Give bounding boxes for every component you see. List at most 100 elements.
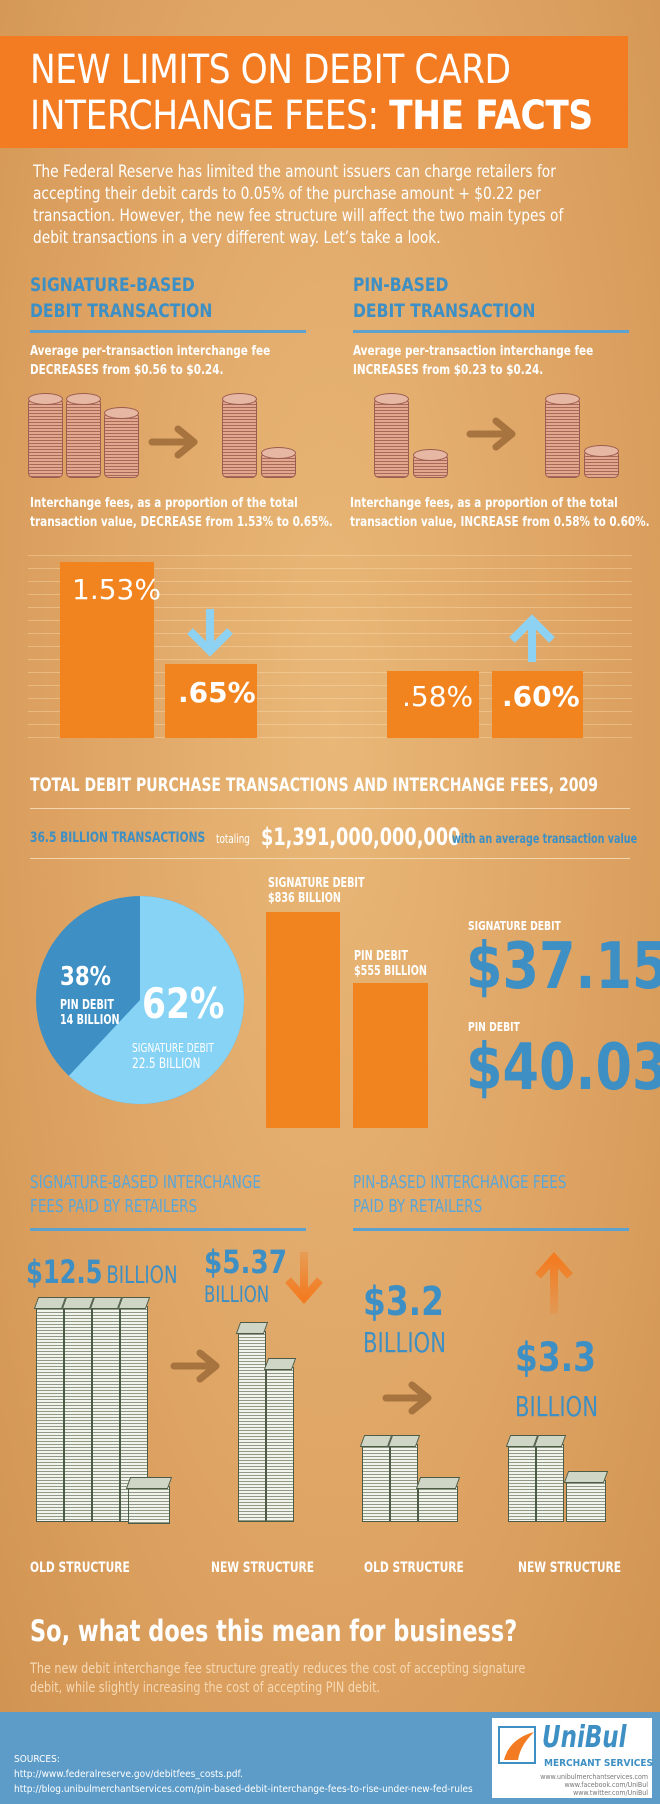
totals-rule-top: [30, 808, 630, 809]
money-stack: [536, 1444, 564, 1522]
signature-retailer-rule: [30, 1228, 306, 1231]
total-amount: $1,391,000,000,000: [261, 823, 461, 851]
signature-volume-label-line1: SIGNATURE DEBIT: [268, 876, 365, 891]
transactions-pie-chart: [36, 896, 244, 1104]
money-stack: [362, 1444, 390, 1522]
pin-old-structure-label: OLD STRUCTURE: [364, 1560, 464, 1576]
pin-old-fee-unit: BILLION: [363, 1326, 447, 1359]
totals-heading: TOTAL DEBIT PURCHASE TRANSACTIONS AND IN…: [30, 774, 599, 796]
avg-pin-value: $40.03: [466, 1031, 660, 1105]
signature-new-percent-bar: [165, 664, 257, 738]
signature-new-fee-unit: BILLION: [204, 1283, 270, 1308]
pin-heading-line1: PIN-BASED: [353, 274, 449, 296]
pin-new-structure-label: NEW STRUCTURE: [518, 1560, 622, 1576]
title-banner: NEW LIMITS ON DEBIT CARD INTERCHANGE FEE…: [0, 36, 628, 148]
signature-old-structure-label: OLD STRUCTURE: [30, 1560, 130, 1576]
signature-old-percent-bar: [60, 562, 154, 738]
signature-heading-line2: DEBIT TRANSACTION: [30, 300, 213, 322]
money-stack: [36, 1306, 64, 1522]
signature-heading: SIGNATURE-BASED DEBIT TRANSACTION: [30, 272, 212, 324]
coin-stack: [104, 407, 139, 478]
title-line-2-bold: THE FACTS: [389, 93, 593, 139]
signature-heading-line1: SIGNATURE-BASED: [30, 274, 195, 296]
pin-prop-line2: transaction value, INCREASE from 0.58% t…: [350, 514, 650, 530]
facebook-link[interactable]: www.facebook.com/UniBul: [564, 1781, 648, 1789]
pie-pin-percent: 38%: [60, 962, 112, 992]
money-stack: [128, 1486, 170, 1524]
footer: SOURCES: http://www.federalreserve.gov/d…: [0, 1712, 660, 1804]
coin-stack: [66, 393, 101, 478]
unibul-logo-text: UniBul: [542, 1720, 627, 1755]
pin-prop-text: Interchange fees, as a proportion of the…: [350, 494, 650, 532]
pin-new-fee-unit: BILLION: [515, 1390, 599, 1423]
conclusion-heading: So, what does this mean for business?: [30, 1614, 518, 1648]
unibul-logo-subtitle: MERCHANT SERVICES: [544, 1758, 654, 1769]
signature-prop-line1: Interchange fees, as a proportion of the…: [30, 495, 298, 511]
unibul-logo-icon: [498, 1726, 536, 1764]
arrow-up-icon: [509, 614, 555, 662]
coin-stack: [374, 393, 409, 478]
signature-retailer-heading: SIGNATURE-BASED INTERCHANGE FEES PAID BY…: [30, 1171, 261, 1219]
pin-new-percent-bar: [492, 671, 583, 738]
pin-new-fee-amount: $3.3: [515, 1335, 596, 1381]
signature-old-fee: $12.5 BILLION: [26, 1253, 178, 1291]
signature-rule: [30, 330, 306, 333]
signature-volume-label-line2: $836 BILLION: [268, 891, 341, 906]
footer-sources: SOURCES: http://www.federalreserve.gov/d…: [14, 1752, 473, 1797]
pie-pin-label: PIN DEBIT 14 BILLION: [60, 998, 120, 1028]
intro-text: The Federal Reserve has limited the amou…: [33, 162, 564, 248]
pin-volume-bar: [353, 983, 428, 1128]
money-stack: [64, 1306, 92, 1522]
money-stack: [566, 1480, 606, 1522]
arrow-right-icon: [382, 1381, 432, 1415]
pin-volume-label: PIN DEBIT $555 BILLION: [354, 949, 427, 979]
pin-old-fee-amount: $3.2: [363, 1279, 444, 1325]
average-transaction-label: with an average transaction value: [452, 832, 638, 847]
conclusion-body-line2: debit, while slightly increasing the cos…: [30, 1680, 381, 1696]
pin-retailer-heading-line2: PAID BY RETAILERS: [353, 1196, 483, 1217]
signature-old-fee-unit: BILLION: [106, 1261, 178, 1289]
arrow-right-icon: [148, 425, 198, 459]
totals-rule-bottom: [30, 858, 630, 859]
pin-fee-line1: Average per-transaction interchange fee: [353, 343, 594, 359]
signature-old-fee-amount: $12.5: [26, 1253, 103, 1291]
signature-fee-line1: Average per-transaction interchange fee: [30, 343, 271, 359]
money-stack: [508, 1444, 536, 1522]
pie-signature-label-line1: SIGNATURE DEBIT: [132, 1041, 214, 1055]
twitter-link[interactable]: www.twitter.com/UniBul: [573, 1789, 648, 1797]
coin-stack: [545, 393, 580, 478]
pin-heading: PIN-BASED DEBIT TRANSACTION: [353, 272, 535, 324]
pie-signature-percent: 62%: [142, 979, 225, 1028]
unibul-logo-card: UniBul MERCHANT SERVICES www.unibulmerch…: [492, 1718, 654, 1798]
website-link[interactable]: www.unibulmerchantservices.com: [540, 1773, 648, 1781]
signature-volume-bar: [266, 912, 340, 1128]
source-link-1[interactable]: http://www.federalreserve.gov/debitfees_…: [14, 1769, 243, 1780]
arrow-right-icon: [466, 417, 516, 451]
pin-retailer-heading-line1: PIN-BASED INTERCHANGE FEES: [353, 1172, 567, 1193]
pin-fee-text: Average per-transaction interchange fee …: [353, 342, 593, 380]
coin-stack: [413, 449, 448, 478]
unibul-links: www.unibulmerchantservices.com www.faceb…: [540, 1773, 648, 1797]
signature-new-structure-label: NEW STRUCTURE: [211, 1560, 315, 1576]
signature-prop-text: Interchange fees, as a proportion of the…: [30, 494, 333, 532]
signature-retailer-heading-line2: FEES PAID BY RETAILERS: [30, 1196, 198, 1217]
avg-signature-value: $37.15: [466, 930, 660, 1004]
totals-summary-row: 36.5 BILLION TRANSACTIONS totaling $1,39…: [30, 821, 650, 861]
pin-prop-line1: Interchange fees, as a proportion of the…: [350, 495, 618, 511]
signature-fee-line2: DECREASES from $0.56 to $0.24.: [30, 362, 224, 378]
signature-new-percent-label: .65%: [178, 676, 256, 709]
arrow-up-icon: [535, 1252, 573, 1314]
coin-stack: [222, 393, 257, 478]
pin-old-percent-label: .58%: [402, 680, 474, 713]
pin-volume-label-line1: PIN DEBIT: [354, 949, 408, 964]
coin-stack: [584, 445, 619, 478]
pie-pin-label-line1: PIN DEBIT: [60, 998, 114, 1013]
conclusion-body-line1: The new debit interchange fee structure …: [30, 1661, 526, 1677]
title-line-2: INTERCHANGE FEES: THE FACTS: [30, 96, 593, 136]
pie-signature-label: SIGNATURE DEBIT 22.5 BILLION: [132, 1040, 214, 1072]
pin-rule: [353, 330, 629, 333]
pin-retailer-rule: [353, 1228, 629, 1231]
money-stack: [266, 1367, 294, 1522]
money-stack: [92, 1306, 120, 1522]
source-link-2[interactable]: http://blog.unibulmerchantservices.com/p…: [14, 1784, 473, 1795]
